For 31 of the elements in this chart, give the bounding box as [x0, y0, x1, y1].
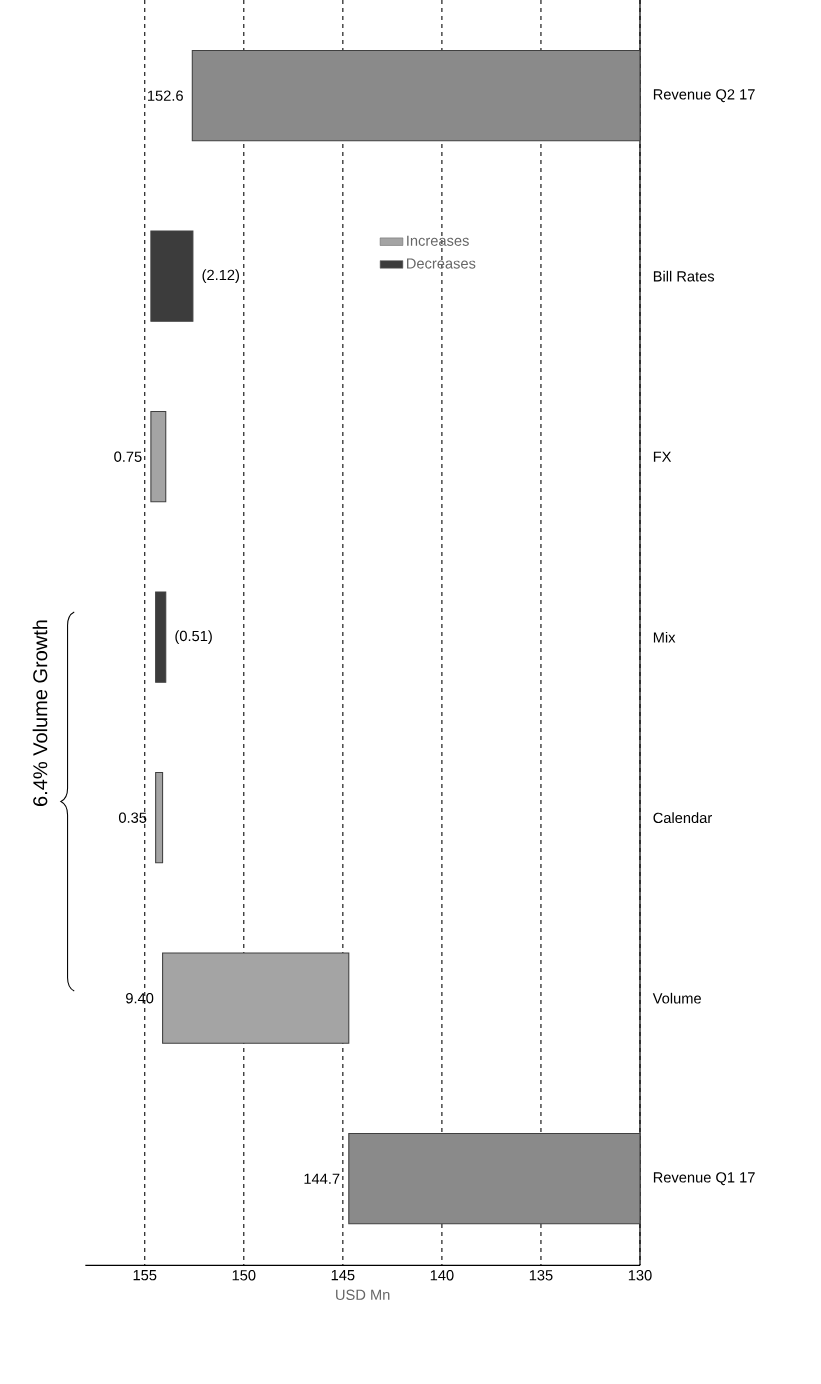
y-tick-label: Mix — [653, 631, 676, 643]
bar — [155, 772, 164, 864]
bar — [150, 230, 194, 322]
text: 9.40 — [126, 993, 154, 1004]
y-tick-label: Volume — [652, 992, 701, 1004]
text: 6.4% Volume Growth — [32, 620, 48, 806]
legend-label: Decreases — [407, 258, 476, 269]
x-tick-label: 140 — [430, 1270, 454, 1281]
text: (0.51) — [175, 630, 212, 645]
text: 144.7 — [304, 1173, 340, 1184]
legend-label: Increases — [407, 235, 469, 246]
y-tick-label: Revenue Q1 17 — [653, 1172, 755, 1186]
text: (2.12) — [202, 269, 239, 283]
bar — [155, 591, 167, 683]
y-tick-label: FX — [653, 451, 672, 462]
x-axis-title: USD Mn — [336, 1289, 390, 1300]
y-tick-label: Bill Rates — [653, 270, 715, 282]
x-tick-label: 135 — [529, 1270, 553, 1281]
x-tick-label: 155 — [133, 1270, 157, 1281]
text: 152.6 — [147, 90, 183, 101]
x-tick-label: 145 — [331, 1270, 355, 1281]
y-tick-label: Calendar — [653, 812, 712, 824]
x-tick-label: 130 — [628, 1270, 652, 1281]
y-tick-label: Revenue Q2 17 — [653, 89, 755, 103]
bar — [191, 50, 641, 142]
text: 0.75 — [114, 451, 142, 462]
bar — [162, 952, 350, 1044]
bar — [348, 1133, 641, 1225]
x-tick-label: 150 — [232, 1270, 256, 1281]
bar — [150, 411, 167, 503]
text: 0.35 — [118, 812, 147, 823]
